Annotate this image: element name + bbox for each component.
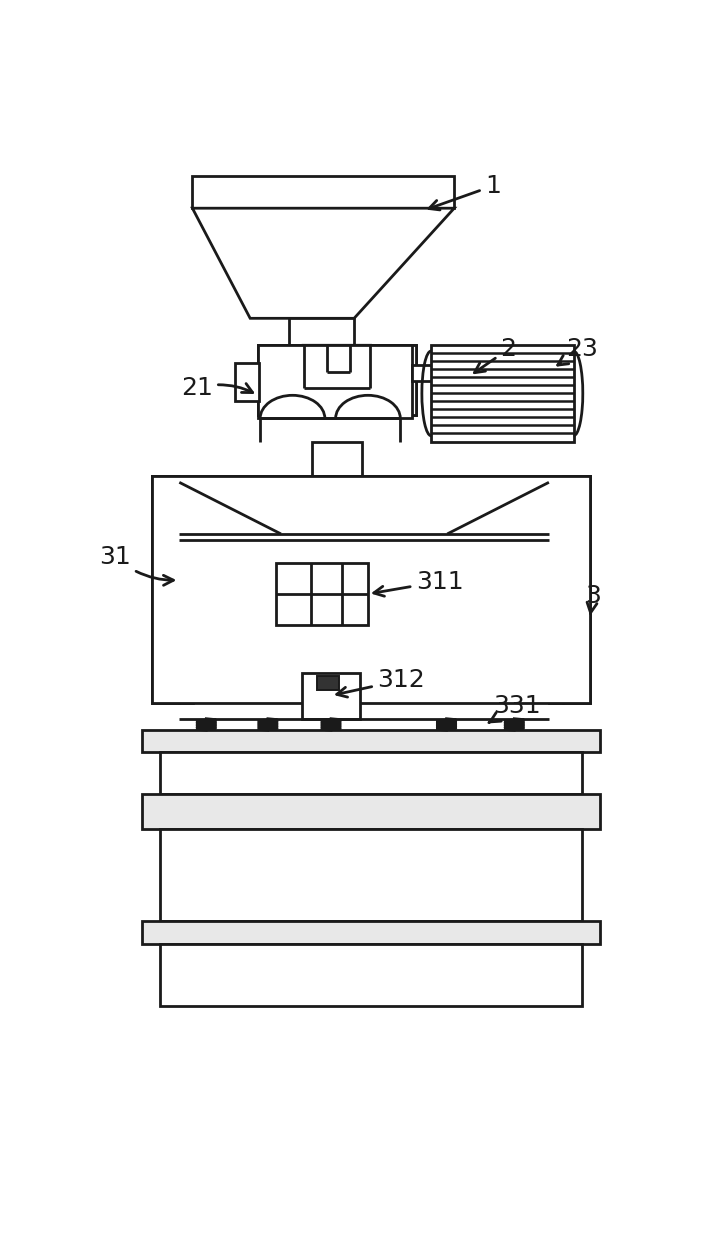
Polygon shape [431,345,573,442]
Polygon shape [369,345,416,414]
Polygon shape [304,345,369,372]
Polygon shape [304,345,369,387]
Polygon shape [258,345,416,414]
Polygon shape [319,372,354,391]
Polygon shape [152,477,590,483]
Polygon shape [312,442,362,477]
Polygon shape [258,345,304,414]
Polygon shape [152,477,590,704]
Polygon shape [143,794,599,829]
Polygon shape [152,477,180,704]
Text: 23: 23 [557,338,598,365]
Polygon shape [193,176,454,208]
Text: 1: 1 [429,174,501,210]
Polygon shape [258,345,412,418]
Polygon shape [289,319,354,345]
Polygon shape [235,362,259,402]
Text: 3: 3 [585,583,601,614]
Polygon shape [563,477,590,704]
Text: 312: 312 [337,668,425,697]
Polygon shape [302,673,360,719]
Text: 21: 21 [181,376,253,400]
Polygon shape [193,208,454,319]
Polygon shape [143,730,599,752]
Polygon shape [160,829,582,921]
Polygon shape [143,921,599,944]
Polygon shape [412,365,439,381]
Polygon shape [160,944,582,1006]
Text: 311: 311 [374,570,463,596]
Polygon shape [160,752,582,794]
Polygon shape [276,563,368,624]
Text: 2: 2 [474,338,516,372]
Polygon shape [317,676,339,690]
Text: 331: 331 [489,695,540,722]
Polygon shape [549,483,563,704]
Text: 31: 31 [99,545,174,586]
Polygon shape [180,483,193,704]
